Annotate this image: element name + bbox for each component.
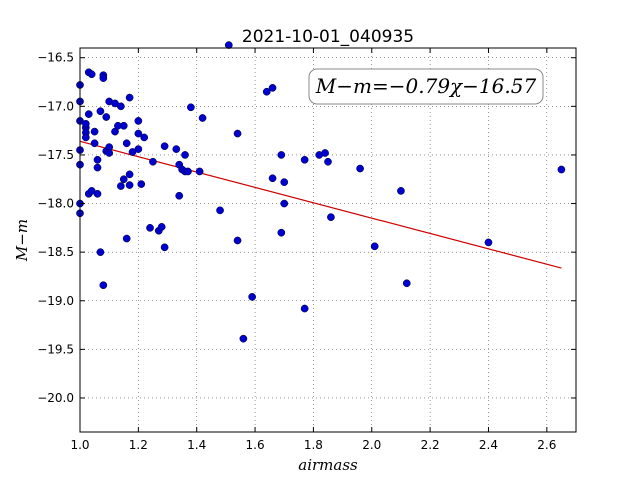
x-tick-label: 1.4 xyxy=(187,438,206,452)
data-point xyxy=(277,228,286,237)
data-point xyxy=(268,174,277,183)
data-point xyxy=(402,279,411,288)
data-point xyxy=(134,129,143,138)
data-point xyxy=(96,248,105,257)
data-point xyxy=(93,155,102,164)
data-point xyxy=(239,334,248,343)
data-point xyxy=(484,238,493,247)
legend-box xyxy=(308,68,544,105)
data-point xyxy=(160,243,169,252)
x-tick-label: 2.4 xyxy=(479,438,498,452)
data-point xyxy=(277,151,286,159)
x-tick-label: 1.2 xyxy=(129,438,148,452)
x-tick-label: 2.6 xyxy=(537,438,556,452)
ticks: 1.0 1.2 1.4 1.6 1.8 2.0 2.2 2.4 2.6 −16.5 −17.0 −17… xyxy=(37,48,576,452)
x-tick-label: 1.6 xyxy=(246,438,265,452)
data-point xyxy=(370,242,379,251)
data-point xyxy=(233,129,242,138)
data-point xyxy=(146,223,154,232)
y-axis-label: M−m xyxy=(13,219,31,262)
fit-line-group xyxy=(79,140,562,269)
data-point xyxy=(184,167,192,176)
data-point xyxy=(125,181,134,189)
data-point xyxy=(81,133,90,142)
x-tick-label: 1.0 xyxy=(70,438,89,452)
y-tick-label: −18.0 xyxy=(37,197,74,211)
data-point xyxy=(105,149,114,157)
data-point xyxy=(327,213,335,222)
data-point xyxy=(81,119,90,128)
y-tick-label: −18.5 xyxy=(37,245,74,259)
data-point xyxy=(321,149,329,157)
data-point xyxy=(102,113,111,121)
data-point xyxy=(90,139,99,148)
data-point xyxy=(324,157,332,166)
y-tick-label: −20.0 xyxy=(37,391,74,405)
data-point xyxy=(140,133,149,142)
fit-line xyxy=(79,140,562,269)
data-point xyxy=(356,164,364,173)
y-tick-label: −17.0 xyxy=(37,99,74,113)
data-point xyxy=(268,84,277,92)
data-point xyxy=(149,157,157,166)
plot-frame xyxy=(79,47,577,433)
data-point xyxy=(280,199,289,208)
data-point xyxy=(116,102,125,111)
data-point xyxy=(172,145,181,153)
data-point xyxy=(99,74,108,82)
data-point xyxy=(87,70,96,79)
data-point xyxy=(99,281,108,290)
data-point xyxy=(119,175,128,184)
data-point xyxy=(175,191,184,200)
data-point xyxy=(233,236,242,245)
data-point xyxy=(125,93,134,102)
data-point xyxy=(300,304,309,313)
data-point xyxy=(96,107,105,116)
fit-equation-legend: M−m=−0.79χ−16.57 xyxy=(308,68,544,105)
data-point xyxy=(119,121,128,130)
data-point xyxy=(157,223,166,231)
y-tick-label: −19.0 xyxy=(37,294,74,308)
data-point xyxy=(224,41,233,49)
data-point xyxy=(181,151,189,159)
data-point xyxy=(280,178,289,187)
data-point xyxy=(262,87,271,96)
data-point xyxy=(300,155,309,164)
chart-title: 2021-10-01_040935 xyxy=(242,27,414,47)
data-point xyxy=(125,170,134,179)
y-tick-label: −17.5 xyxy=(37,148,74,162)
data-point xyxy=(84,110,93,118)
data-point xyxy=(93,189,102,198)
x-axis-label: airmass xyxy=(298,456,358,474)
data-point xyxy=(248,293,256,301)
data-point xyxy=(137,180,146,188)
data-point xyxy=(216,206,224,215)
data-point xyxy=(198,114,207,122)
fit-equation-text: M−m=−0.79χ−16.57 xyxy=(315,74,537,98)
data-point xyxy=(397,187,405,195)
data-point xyxy=(116,182,125,190)
x-tick-label: 2.2 xyxy=(421,438,440,452)
data-point xyxy=(134,145,143,153)
data-point xyxy=(160,142,169,151)
x-tick-label: 2.0 xyxy=(362,438,381,452)
data-point xyxy=(195,167,204,176)
data-point xyxy=(93,163,102,172)
plot-area xyxy=(80,48,576,432)
data-point xyxy=(187,103,195,112)
data-point xyxy=(134,117,143,125)
y-tick-label: −19.5 xyxy=(37,342,74,356)
data-point xyxy=(122,234,131,243)
data-points xyxy=(76,41,566,343)
data-point xyxy=(122,139,131,148)
y-tick-label: −16.5 xyxy=(37,51,74,65)
data-point xyxy=(90,127,99,136)
x-tick-label: 1.8 xyxy=(304,438,323,452)
data-point xyxy=(557,165,566,174)
